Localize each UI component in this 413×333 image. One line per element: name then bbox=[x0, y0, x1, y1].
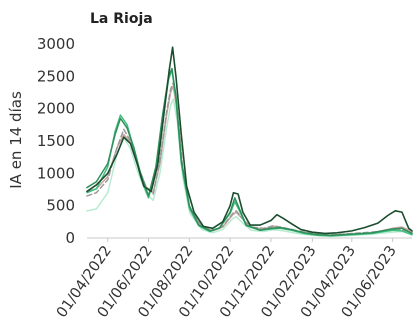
y-tick-label: 2500 bbox=[37, 67, 75, 85]
y-tick-label: 1000 bbox=[37, 164, 75, 182]
series-line-0 bbox=[86, 46, 413, 235]
y-tick-label: 1500 bbox=[37, 132, 75, 150]
x-ticks: 01/04/202201/06/202201/08/202201/10/2022… bbox=[54, 238, 400, 321]
series-group bbox=[86, 46, 413, 237]
y-tick-label: 0 bbox=[65, 229, 75, 247]
y-ticks: 0 500 1000 1500 2000 2500 3000 bbox=[37, 35, 75, 247]
series-line-5 bbox=[86, 98, 413, 237]
y-tick-label: 2000 bbox=[37, 100, 75, 118]
y-tick-label: 500 bbox=[46, 197, 75, 215]
chart-title: La Rioja bbox=[90, 11, 153, 27]
series-line-1 bbox=[86, 67, 413, 237]
y-tick-label: 3000 bbox=[37, 35, 75, 53]
y-axis-label: IA en 14 días bbox=[7, 91, 25, 189]
